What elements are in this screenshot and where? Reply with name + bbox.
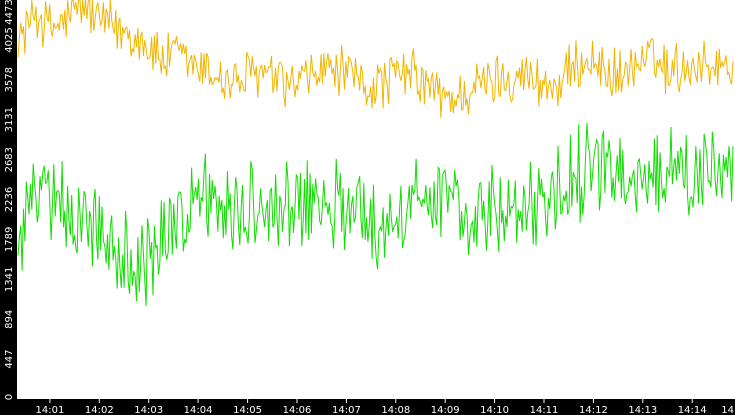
y-tick-label: 2683 xyxy=(4,147,15,172)
x-tick-label: 14:12 xyxy=(579,405,608,415)
x-tick-label: 14:01 xyxy=(35,405,64,415)
y-tick-label: 3578 xyxy=(4,67,15,92)
series-layer xyxy=(17,0,734,307)
x-axis: 14:01 14:02 14:03 14:04 14:05 14:06 14:07 14:08… xyxy=(35,399,734,415)
x-tick-label: 14:03 xyxy=(134,405,163,415)
x-tick-label: 14:11 xyxy=(530,405,559,415)
x-tick-label: 14:08 xyxy=(381,405,410,415)
x-tick-label: 14:13 xyxy=(628,405,657,415)
y-tick-label: 4473 xyxy=(4,0,15,25)
x-tick-label: 14:14 xyxy=(678,405,707,415)
y-tick-label: 2236 xyxy=(4,187,15,212)
x-tick-label: 14 xyxy=(721,405,734,415)
y-tick-label: 3131 xyxy=(4,107,15,132)
series-line-1 xyxy=(17,0,734,118)
y-tick-label: 447 xyxy=(4,350,15,369)
x-tick-label: 14:05 xyxy=(233,405,262,415)
x-tick-label: 14:09 xyxy=(431,405,460,415)
y-tick-label: 894 xyxy=(4,310,15,329)
x-tick-label: 14:07 xyxy=(332,405,361,415)
y-tick-label: 1341 xyxy=(4,267,15,292)
x-tick-label: 14:02 xyxy=(85,405,114,415)
series-line-2 xyxy=(17,122,734,307)
y-axis: 0 447 894 1341 1789 2236 2683 3131 3578 4025 4473 xyxy=(4,0,15,400)
y-tick-label: 0 xyxy=(4,394,15,400)
y-tick-label: 1789 xyxy=(4,227,15,252)
x-tick-label: 14:10 xyxy=(480,405,509,415)
plot-area xyxy=(17,0,735,399)
x-tick-label: 14:04 xyxy=(184,405,213,415)
y-tick-label: 4025 xyxy=(4,27,15,52)
x-tick-label: 14:06 xyxy=(283,405,312,415)
